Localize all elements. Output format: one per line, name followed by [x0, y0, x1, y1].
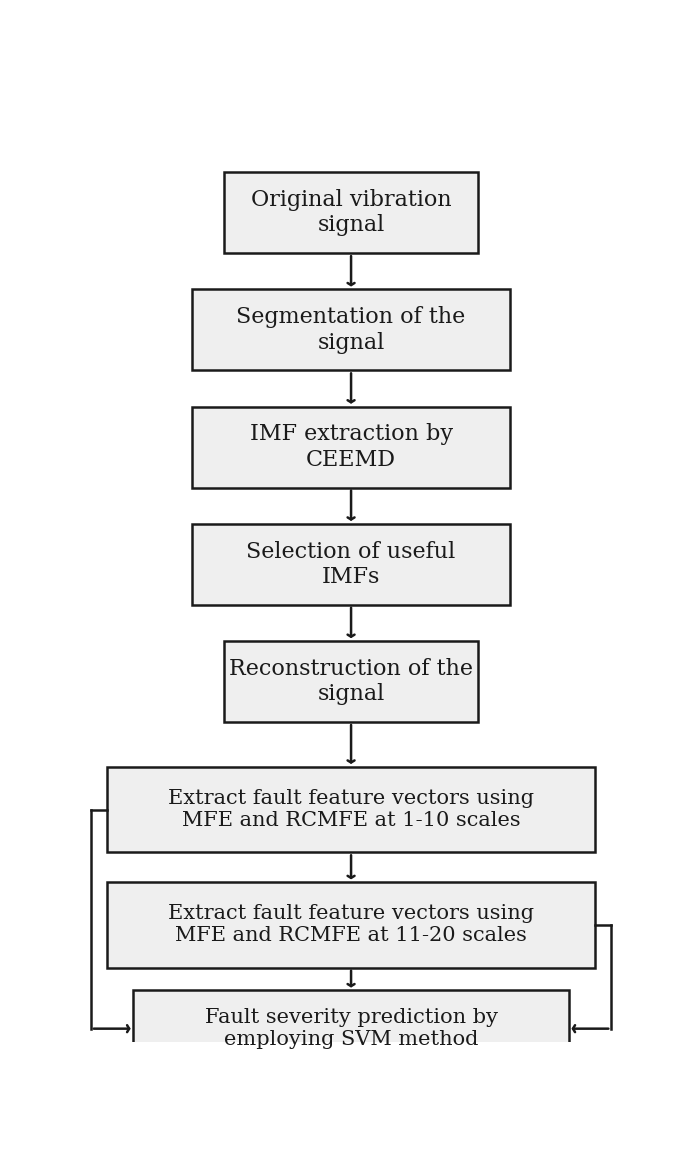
FancyBboxPatch shape — [223, 172, 478, 253]
FancyBboxPatch shape — [223, 641, 478, 723]
Text: Original vibration
signal: Original vibration signal — [251, 189, 451, 237]
Text: Extract fault feature vectors using
MFE and RCMFE at 1-10 scales: Extract fault feature vectors using MFE … — [168, 789, 534, 830]
FancyBboxPatch shape — [107, 882, 595, 967]
Text: Segmentation of the
signal: Segmentation of the signal — [236, 306, 466, 354]
FancyBboxPatch shape — [192, 289, 510, 370]
FancyBboxPatch shape — [107, 767, 595, 852]
Text: Reconstruction of the
signal: Reconstruction of the signal — [229, 658, 473, 705]
Text: Extract fault feature vectors using
MFE and RCMFE at 11-20 scales: Extract fault feature vectors using MFE … — [168, 904, 534, 945]
Text: IMF extraction by
CEEMD: IMF extraction by CEEMD — [249, 424, 453, 471]
Text: Selection of useful
IMFs: Selection of useful IMFs — [247, 541, 456, 588]
Text: Fault severity prediction by
employing SVM method: Fault severity prediction by employing S… — [205, 1008, 497, 1049]
FancyBboxPatch shape — [192, 523, 510, 605]
FancyBboxPatch shape — [192, 406, 510, 487]
FancyBboxPatch shape — [134, 991, 569, 1067]
